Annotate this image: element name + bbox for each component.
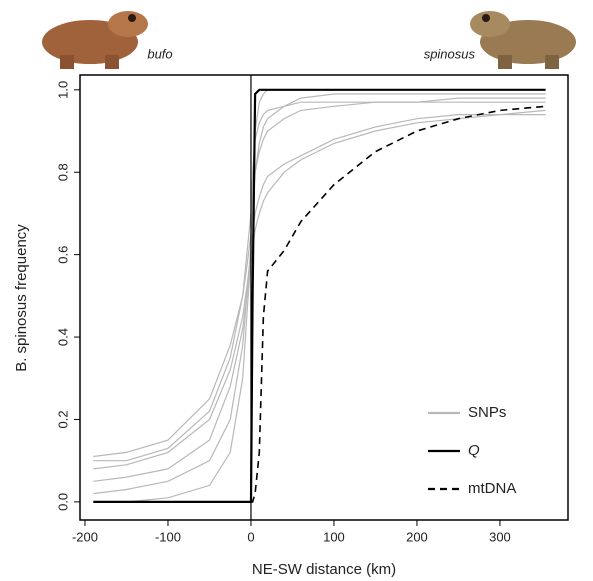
- y-tick-label: 1.0: [55, 81, 70, 99]
- y-tick-label: 0.0: [55, 493, 70, 511]
- x-tick-label: 100: [323, 529, 345, 544]
- y-tick-label: 0.2: [55, 410, 70, 428]
- annotation: spinosus: [424, 46, 476, 61]
- legend-label: Q: [468, 442, 480, 459]
- annotation: bufo: [147, 46, 172, 61]
- x-tick-label: 300: [489, 529, 511, 544]
- y-tick-label: 0.4: [55, 328, 70, 346]
- plot-frame: [79, 74, 569, 521]
- y-tick-label: 0.8: [55, 163, 70, 181]
- toad-left: [42, 11, 148, 69]
- series-line: [93, 88, 546, 503]
- snp-line: [93, 114, 546, 470]
- x-axis-label: NE-SW distance (km): [252, 561, 396, 578]
- snp-line: [93, 101, 546, 462]
- x-tick-label: -200: [72, 529, 98, 544]
- series-line: [251, 105, 546, 503]
- y-tick-label: 0.6: [55, 246, 70, 264]
- x-tick-label: 200: [406, 529, 428, 544]
- toad-right: [470, 11, 576, 69]
- x-tick-label: 0: [247, 529, 254, 544]
- snp-line: [93, 97, 546, 458]
- x-tick-label: -100: [155, 529, 181, 544]
- legend-label: mtDNA: [468, 480, 516, 497]
- legend-label: SNPs: [468, 404, 506, 421]
- snp-line: [93, 109, 546, 482]
- y-axis-label: B. spinosus frequency: [13, 224, 30, 372]
- snp-line: [93, 93, 546, 495]
- snp-line: [93, 89, 546, 503]
